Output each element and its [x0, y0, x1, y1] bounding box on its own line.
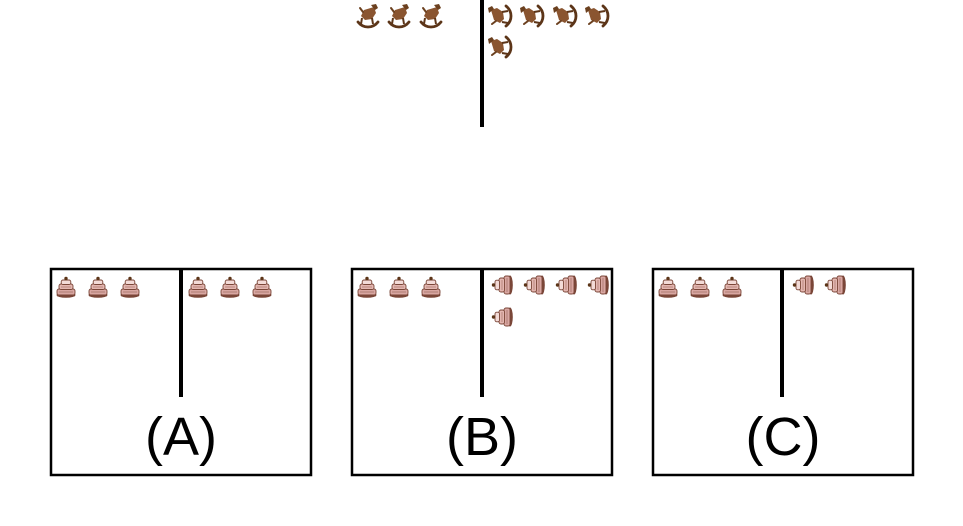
rocking-horse-icon [551, 4, 578, 28]
cake-icon [88, 276, 108, 299]
option-b-label[interactable]: (B) [446, 407, 518, 467]
rocking-horse-icon [356, 2, 380, 29]
option-c[interactable] [651, 267, 915, 477]
cake-icon [658, 276, 678, 299]
cake-icon [491, 275, 514, 295]
cake-icon [252, 276, 272, 299]
rocking-horse-icon [518, 4, 545, 28]
option-a[interactable] [49, 267, 313, 477]
option-c-right-group [792, 275, 847, 295]
option-b-right-group [491, 275, 610, 327]
rocking-horse-icon [486, 4, 513, 28]
option-a-label[interactable]: (A) [145, 407, 217, 467]
option-b-left-group [357, 276, 441, 299]
cake-icon [120, 276, 140, 299]
cake-icon [389, 276, 409, 299]
option-c-label[interactable]: (C) [745, 407, 821, 467]
cake-icon [421, 276, 441, 299]
cake-icon [722, 276, 742, 299]
question-figure [356, 0, 610, 127]
option-c-left-group [658, 276, 742, 299]
cake-icon [587, 275, 610, 295]
rocking-horse-icon [486, 35, 513, 59]
cake-icon [523, 275, 546, 295]
cake-icon [357, 276, 377, 299]
rocking-horse-icon [583, 4, 610, 28]
cake-icon [555, 275, 578, 295]
rocking-horse-icon [419, 2, 443, 29]
option-a-left-group [56, 276, 140, 299]
question-right-group [486, 4, 610, 59]
cake-icon [690, 276, 710, 299]
cake-icon [56, 276, 76, 299]
option-b[interactable] [350, 267, 614, 477]
question-left-group [356, 2, 443, 29]
rocking-horse-icon [387, 2, 411, 29]
cake-icon [220, 276, 240, 299]
cake-icon [188, 276, 208, 299]
cake-icon [491, 307, 514, 327]
cake-icon [824, 275, 847, 295]
option-a-right-group [188, 276, 272, 299]
cake-icon [792, 275, 815, 295]
